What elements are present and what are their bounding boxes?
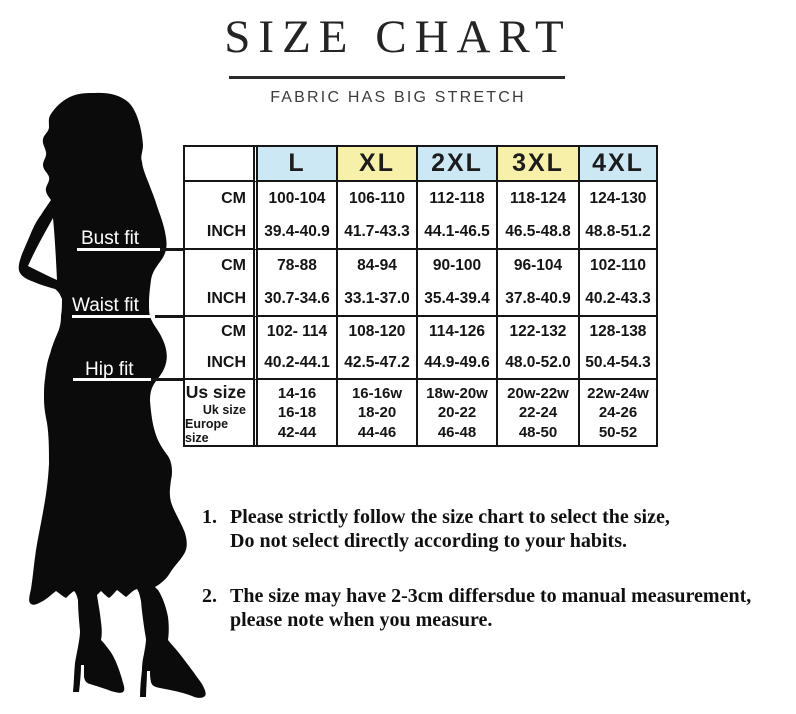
waist-cell-2xl: 90-100 35.4-39.4 [418, 250, 498, 317]
bust-cell-l: 100-104 39.4-40.9 [258, 182, 338, 250]
waist-inch-label: INCH [206, 289, 246, 307]
sizes-cell-xl: 16-16w 18-20 44-46 [338, 380, 418, 445]
hip-cell-3xl: 122-132 48.0-52.0 [498, 317, 580, 380]
hip-cm-label: CM [221, 323, 246, 341]
note-2: 2. The size may have 2-3cm differsdue to… [202, 584, 751, 632]
hip-leader-line-black [151, 378, 185, 381]
size-table: L XL 2XL 3XL 4XL CM INCH 100-104 39.4-40… [183, 145, 658, 447]
hip-inch-label: INCH [206, 353, 246, 371]
column-header-xl: XL [338, 147, 418, 182]
waist-fit-label: Waist fit [72, 295, 139, 316]
title-underline [229, 76, 565, 79]
note-2-line-2: please note when you measure. [230, 609, 493, 631]
hip-cell-xl: 108-120 42.5-47.2 [338, 317, 418, 380]
size-system-labels: Us size Uk size Europe size [185, 380, 258, 445]
waist-cm-label: CM [221, 257, 246, 275]
uk-size-label: Uk size [202, 403, 246, 417]
bust-cm-label: CM [221, 189, 246, 207]
us-size-label: Us size [185, 382, 246, 402]
waist-unit-labels: CM INCH [185, 250, 258, 317]
bust-fit-label: Bust fit [81, 228, 140, 249]
note-1: 1. Please strictly follow the size chart… [202, 505, 670, 553]
bust-cell-xl: 106-110 41.7-43.3 [338, 182, 418, 250]
waist-leader-line-black [155, 315, 185, 318]
arm-gap [28, 218, 57, 280]
woman-silhouette [18, 92, 206, 698]
hip-cell-2xl: 114-126 44.9-49.6 [418, 317, 498, 380]
hip-leader-line-white [73, 378, 151, 381]
bust-cell-2xl: 112-118 44.1-46.5 [418, 182, 498, 250]
waist-cell-xl: 84-94 33.1-37.0 [338, 250, 418, 317]
page-title: SIZE CHART [224, 11, 572, 63]
sizes-cell-l: 14-16 16-18 42-44 [258, 380, 338, 445]
note-1-line-2: Do not select directly according to your… [230, 530, 628, 552]
woman-silhouette-body [18, 92, 206, 698]
bust-cell-4xl: 124-130 48.8-51.2 [580, 182, 656, 250]
column-header-2xl: 2XL [418, 147, 498, 182]
note-2-number: 2. [202, 585, 217, 607]
column-header-3xl: 3XL [498, 147, 580, 182]
waist-cell-4xl: 102-110 40.2-43.3 [580, 250, 656, 317]
hip-cell-l: 102- 114 40.2-44.1 [258, 317, 338, 380]
note-1-line-1: Please strictly follow the size chart to… [230, 506, 670, 528]
bust-inch-label: INCH [206, 222, 246, 240]
waist-leader-line-white [72, 315, 155, 318]
column-header-l: L [258, 147, 338, 182]
bust-leader-line-white [77, 248, 160, 251]
europe-size-label: Europe size [185, 417, 229, 445]
waist-cell-l: 78-88 30.7-34.6 [258, 250, 338, 317]
waist-cell-3xl: 96-104 37.8-40.9 [498, 250, 580, 317]
table-corner-cell [185, 147, 258, 182]
sizes-cell-4xl: 22w-24w 24-26 50-52 [587, 384, 649, 441]
hip-unit-labels: CM INCH [185, 317, 258, 380]
page-subtitle: FABRIC HAS BIG STRETCH [270, 89, 526, 106]
note-1-number: 1. [202, 506, 217, 528]
sizes-cell-2xl: 18w-20w 20-22 46-48 [418, 380, 498, 445]
bust-cell-3xl: 118-124 46.5-48.8 [498, 182, 580, 250]
bust-leader-line-black [160, 248, 185, 251]
hip-fit-label: Hip fit [85, 359, 134, 380]
sizes-cell-3xl: 20w-22w 22-24 48-50 [498, 380, 580, 445]
note-2-line-1: The size may have 2-3cm differsdue to ma… [230, 585, 752, 607]
column-header-4xl: 4XL [580, 147, 656, 182]
hip-cell-4xl: 128-138 50.4-54.3 [580, 317, 656, 380]
bust-unit-labels: CM INCH [185, 182, 258, 250]
